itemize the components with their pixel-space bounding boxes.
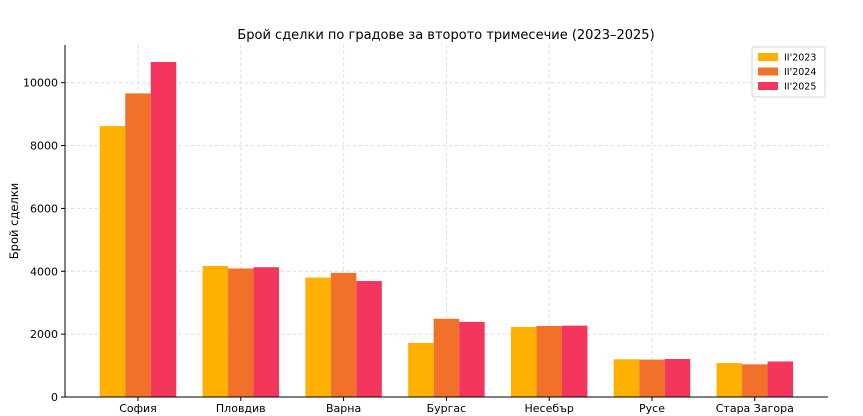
y-tick-label: 4000 <box>30 265 58 278</box>
bar-1-4 <box>536 325 562 397</box>
x-tick-label: София <box>119 402 157 415</box>
bar-2-3 <box>459 321 485 397</box>
x-ticks: София Пловдив Варна Бургас Несебър Русе Стара … <box>119 397 794 415</box>
bar-1-5 <box>639 359 665 397</box>
bar-0-4 <box>510 326 537 397</box>
bar-1-0 <box>125 93 151 398</box>
x-tick-label: Стара Загора <box>716 402 794 415</box>
x-tick-label: Бургас <box>427 402 467 415</box>
y-ticks: 0 2000 4000 6000 8000 10000 <box>23 77 65 404</box>
legend-swatch-1 <box>758 67 778 76</box>
bar-2-2 <box>356 281 382 397</box>
bars <box>99 61 794 398</box>
legend-label-0: II'2023 <box>784 53 816 64</box>
y-axis-label: Брой сделки <box>7 183 21 259</box>
legend-label-2: II'2025 <box>784 82 816 93</box>
legend-swatch-2 <box>758 82 778 90</box>
bar-2-4 <box>561 325 588 397</box>
legend-label-1: II'2024 <box>784 67 816 78</box>
bar-0-1 <box>202 265 229 397</box>
bar-0-6 <box>716 363 743 397</box>
y-tick-label: 10000 <box>23 77 58 90</box>
bar-1-6 <box>742 364 768 397</box>
bar-2-6 <box>767 361 794 397</box>
bar-0-0 <box>99 126 126 397</box>
bar-0-5 <box>613 359 640 397</box>
x-tick-label: Несебър <box>524 402 573 415</box>
y-tick-label: 6000 <box>30 202 58 215</box>
chart-title: Брой сделки по градове за второто тримес… <box>237 28 654 43</box>
bar-1-3 <box>433 318 460 397</box>
x-tick-label: Русе <box>639 402 665 415</box>
bar-0-2 <box>305 277 331 397</box>
bar-0-3 <box>408 342 434 397</box>
bar-2-5 <box>664 358 691 397</box>
legend: II'2023 II'2024 II'2025 <box>751 46 826 98</box>
bar-1-2 <box>330 272 357 397</box>
bar-2-0 <box>150 61 177 397</box>
legend-swatch-0 <box>758 53 778 61</box>
bar-1-1 <box>228 268 254 397</box>
y-tick-label: 8000 <box>30 140 58 153</box>
y-tick-label: 0 <box>51 391 58 404</box>
bar-2-1 <box>253 267 280 397</box>
x-tick-label: Пловдив <box>216 402 266 415</box>
x-tick-label: Варна <box>326 402 361 415</box>
y-tick-label: 2000 <box>30 328 58 341</box>
